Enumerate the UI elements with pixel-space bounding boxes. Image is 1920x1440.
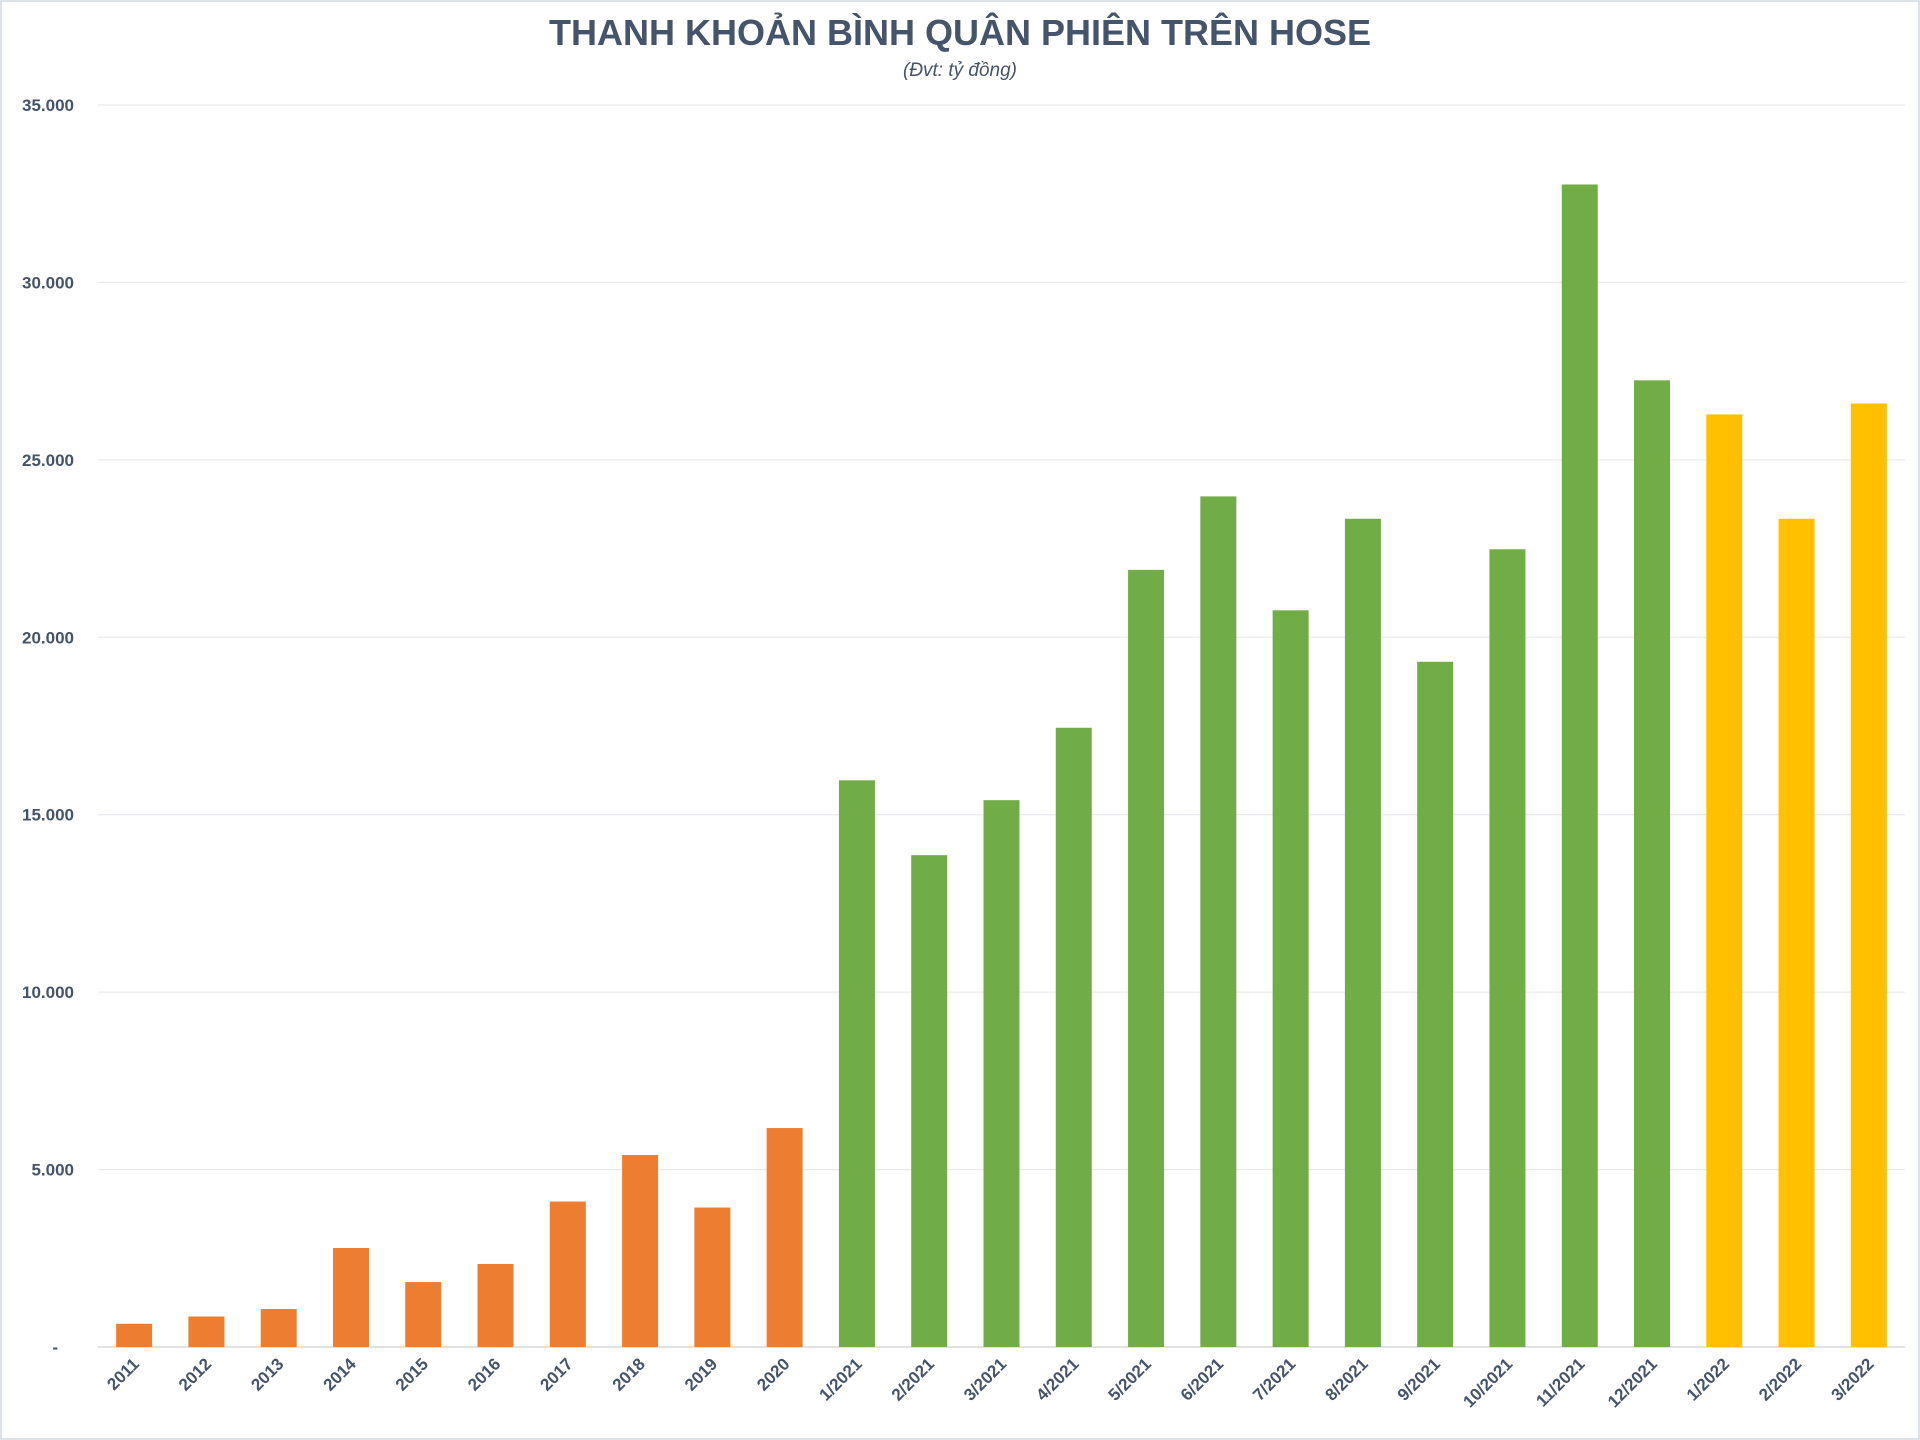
x-tick-label: 2011 — [103, 1354, 143, 1394]
bar — [622, 1155, 659, 1347]
bar — [405, 1282, 442, 1347]
bar — [1417, 661, 1454, 1347]
x-tick-label: 2013 — [247, 1354, 287, 1394]
x-tick-label: 2017 — [536, 1354, 576, 1394]
bar — [911, 855, 948, 1347]
x-tick-label: 2016 — [464, 1354, 504, 1394]
y-tick-label: 30.000 — [22, 273, 74, 292]
x-tick-label: 2015 — [392, 1354, 432, 1394]
bar — [694, 1207, 731, 1347]
bar — [1272, 610, 1309, 1347]
bar — [1850, 403, 1887, 1348]
bar — [1344, 518, 1381, 1347]
x-tick-label: 2018 — [609, 1354, 649, 1394]
y-tick-label: 35.000 — [22, 96, 74, 115]
y-tick-label: - — [52, 1338, 58, 1357]
x-tick-label: 9/2021 — [1394, 1354, 1444, 1404]
bar — [1200, 496, 1237, 1347]
y-tick-label: 25.000 — [22, 451, 74, 470]
bar — [766, 1128, 803, 1347]
bar — [1778, 518, 1815, 1347]
bar — [983, 800, 1020, 1347]
y-tick-label: 5.000 — [31, 1161, 74, 1180]
x-tick-label: 8/2021 — [1322, 1354, 1372, 1404]
x-tick-label: 7/2021 — [1249, 1354, 1299, 1404]
x-tick-label: 3/2021 — [960, 1354, 1010, 1404]
x-tick-label: 1/2022 — [1683, 1354, 1733, 1404]
x-tick-label: 11/2021 — [1532, 1354, 1588, 1410]
bar — [1055, 727, 1092, 1347]
bar — [1634, 380, 1671, 1347]
x-tick-label: 2012 — [175, 1354, 215, 1394]
x-tick-label: 3/2022 — [1827, 1354, 1877, 1404]
chart-title: THANH KHOẢN BÌNH QUÂN PHIÊN TRÊN HOSE — [548, 12, 1372, 53]
x-tick-label: 1/2021 — [816, 1354, 866, 1404]
y-tick-label: 20.000 — [22, 628, 74, 647]
x-tick-label: 10/2021 — [1459, 1354, 1516, 1411]
bar — [188, 1316, 225, 1347]
chart-subtitle: (Đvt: tỷ đồng) — [902, 60, 1018, 81]
x-tick-label: 2/2021 — [888, 1354, 938, 1404]
bar — [116, 1323, 153, 1347]
y-tick-label: 15.000 — [22, 806, 74, 825]
bar — [477, 1263, 514, 1347]
bar — [1561, 184, 1598, 1347]
x-tick-label: 5/2021 — [1105, 1354, 1155, 1404]
x-tick-label: 2019 — [681, 1354, 721, 1394]
x-tick-label: 6/2021 — [1177, 1354, 1227, 1404]
x-tick-label: 4/2021 — [1032, 1354, 1082, 1404]
x-tick-label: 2/2022 — [1755, 1354, 1805, 1404]
bar — [260, 1309, 297, 1347]
y-tick-label: 10.000 — [22, 983, 74, 1002]
bar — [838, 780, 875, 1347]
bar — [1489, 549, 1526, 1347]
x-tick-label: 2020 — [753, 1354, 793, 1394]
bar — [549, 1201, 586, 1347]
x-tick-label: 2014 — [320, 1354, 361, 1395]
bar — [1706, 414, 1743, 1347]
bar — [332, 1247, 369, 1347]
bar — [1128, 569, 1165, 1347]
x-tick-label: 12/2021 — [1604, 1354, 1661, 1411]
